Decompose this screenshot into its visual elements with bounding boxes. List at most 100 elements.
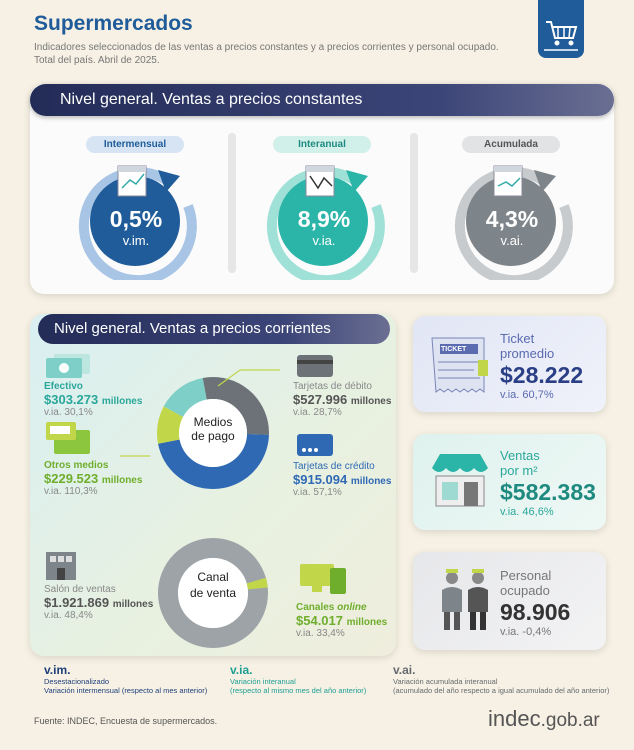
constant-prices-title: Nivel general. Ventas a precios constant… [60, 91, 363, 108]
otros-via: v.ia. 110,3% [44, 486, 98, 497]
payment-donut [157, 377, 269, 489]
otros-label: Otros medios [44, 460, 109, 471]
credito-block: Tarjetas de crédito $915.094 millones v.… [293, 461, 391, 498]
logo-main: indec [488, 706, 541, 731]
efectivo-value: $303.273 [44, 392, 99, 407]
ticket-title-1: Ticket [500, 331, 535, 346]
divider [228, 133, 236, 273]
center-line-2: de venta [189, 586, 237, 600]
legend-vim: v.im. Desestacionalizado Variación inter… [44, 663, 224, 695]
personal-via: v.ia. -0,4% [500, 626, 552, 638]
salon-value: $1.921.869 [44, 595, 110, 610]
subtitle-line-1: Indicadores seleccionados de las ventas … [34, 42, 499, 53]
ticket-via: v.ia. 60,7% [500, 389, 554, 401]
legend-vim-line2: Variación intermensual (respecto al mes … [44, 686, 208, 695]
credito-label: Tarjetas de crédito [293, 461, 375, 472]
page-subtitle: Indicadores seleccionados de las ventas … [34, 41, 499, 67]
salon-via: v.ia. 48,4% [44, 610, 93, 621]
current-prices-header: Nivel general. Ventas a precios corrient… [38, 314, 390, 344]
efectivo-block: Efectivo $303.273 millones v.ia. 30,1% [44, 381, 142, 418]
legend-vai-abbr: v.ai. [393, 663, 416, 677]
personal-block: Personal ocupado 98.906 v.ia. -0,4% [500, 568, 570, 638]
legend-via-line2: (respecto al mismo mes del año anterior) [230, 686, 367, 695]
building-icon [44, 548, 80, 587]
banknote-icon [44, 352, 94, 385]
efectivo-via: v.ia. 30,1% [44, 407, 93, 418]
legend-vai: v.ai. Variación acumulada interanual (ac… [393, 663, 629, 695]
personal-value: 98.906 [500, 599, 571, 625]
connector-lines [120, 369, 280, 457]
legend-vai-line1: Variación acumulada interanual [393, 677, 498, 686]
indec-logo[interactable]: indec.gob.ar [488, 706, 600, 732]
salon-block: Salón de ventas $1.921.869 millones v.ia… [44, 584, 153, 621]
pill-interanual: Interanual [273, 136, 371, 153]
center-line-2: de pago [191, 429, 235, 443]
ventas-via: v.ia. 46,6% [500, 506, 554, 518]
salon-label: Salón de ventas [44, 584, 116, 595]
ticket-title-2: promedio [500, 346, 555, 361]
monitor-phone-icon [298, 560, 350, 601]
online-via: v.ia. 33,4% [296, 628, 345, 639]
channel-donut [158, 538, 268, 648]
legend-vim-line1: Desestacionalizado [44, 677, 110, 686]
debito-label: Tarjetas de débito [293, 381, 372, 392]
logo-tld: .gob.ar [540, 710, 600, 731]
legend-via-line1: Variación interanual [230, 677, 296, 686]
efectivo-label: Efectivo [44, 381, 83, 392]
card-icon [44, 420, 94, 461]
subtitle-line-2: Total del país. Abril de 2025. [34, 55, 160, 66]
ticket-block: Ticket promedio $28.222 v.ia. 60,7% [500, 331, 583, 401]
unit-vim: v.im. [122, 233, 150, 248]
constant-prices-header: Nivel general. Ventas a precios constant… [30, 84, 614, 116]
unit-via: v.ia. [312, 233, 336, 248]
center-line-1: Medios [193, 415, 233, 429]
source-note: Fuente: INDEC, Encuesta de supermercados… [34, 716, 218, 726]
debito-value: $527.996 [293, 392, 348, 407]
debito-unit: millones [350, 396, 392, 407]
payment-donut-center: Medios de pago [176, 415, 250, 443]
ventas-value: $582.383 [500, 479, 596, 505]
credito-unit: millones [350, 476, 392, 487]
center-line-1: Canal [197, 570, 229, 584]
online-value: $54.017 [296, 613, 343, 628]
online-unit: millones [346, 617, 388, 628]
otros-value: $229.523 [44, 471, 99, 486]
value-intermensual: 0,5% [109, 206, 163, 232]
debito-block: Tarjetas de débito $527.996 millones v.i… [293, 381, 391, 418]
credito-via: v.ia. 57,1% [293, 487, 342, 498]
ventas-block: Ventas por m² $582.383 v.ia. 46,6% [500, 448, 596, 518]
legend-vai-line2: (acumulado del año respecto a igual acum… [393, 686, 610, 695]
ticket-badge: TICKET [441, 346, 467, 353]
current-prices-title: Nivel general. Ventas a precios corrient… [54, 320, 331, 337]
legend-vim-abbr: v.im. [44, 663, 71, 677]
online-label-em: online [337, 602, 367, 613]
debito-via: v.ia. 28,7% [293, 407, 342, 418]
value-acumulada: 4,3% [485, 206, 539, 232]
unit-vai: v.ai. [500, 233, 524, 248]
efectivo-unit: millones [101, 396, 143, 407]
personal-title-1: Personal [500, 568, 552, 583]
shopping-cart-icon [538, 0, 584, 58]
value-interanual: 8,9% [297, 206, 351, 232]
calendar-chart-icon [116, 162, 150, 203]
online-label: Canales [296, 602, 335, 613]
otros-block: Otros medios $229.523 millones v.ia. 110… [44, 460, 142, 497]
pill-intermensual: Intermensual [86, 136, 184, 153]
salon-unit: millones [112, 599, 154, 610]
ticket-value: $28.222 [500, 362, 584, 388]
calendar-chart-icon [304, 162, 338, 203]
ticket-icon [426, 336, 492, 401]
online-block: Canales online $54.017 millones v.ia. 33… [296, 602, 387, 639]
credito-value: $915.094 [293, 472, 348, 487]
divider [410, 133, 418, 273]
card-icon [296, 354, 336, 385]
ventas-title-1: Ventas [500, 448, 540, 463]
pill-acumulada: Acumulada [462, 136, 560, 153]
ventas-title-2: por m² [500, 463, 538, 478]
calendar-chart-icon [492, 162, 526, 203]
page-title: Supermercados [34, 12, 193, 35]
store-icon [428, 452, 492, 515]
channel-donut-center: Canal de venta [176, 569, 250, 601]
workers-icon [438, 566, 494, 637]
legend-via: v.ia. Variación interanual (respecto al … [230, 663, 390, 695]
